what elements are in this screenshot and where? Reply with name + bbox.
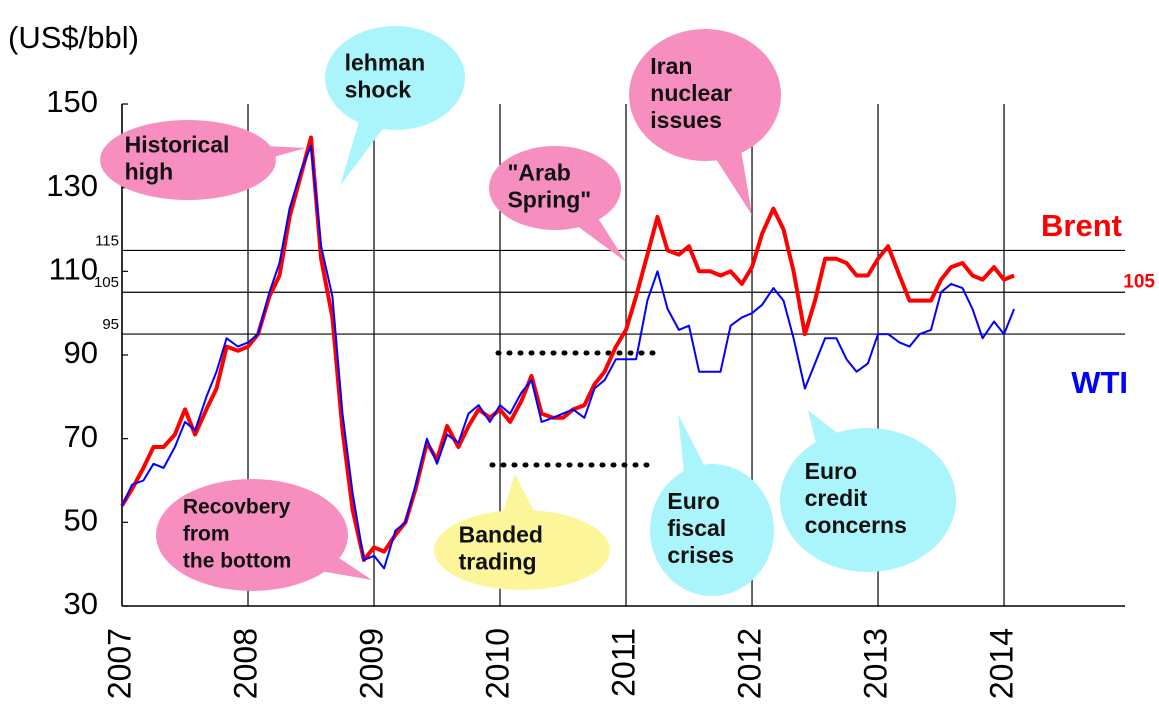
y-tick-label: 110: [49, 252, 98, 287]
reference-right-label: 105: [1123, 271, 1155, 292]
callout-bubble: [650, 464, 774, 596]
series-line: [121, 144, 1016, 570]
x-tick-label: 2009: [353, 628, 389, 699]
callout-bubble: [100, 120, 276, 200]
callout-text: the bottom: [183, 550, 291, 573]
y-tick-label: 70: [64, 419, 98, 454]
callout-text: Recovbery: [183, 496, 291, 519]
callout-text: Euro: [667, 488, 719, 514]
series-label: Brent: [1041, 208, 1122, 243]
y-tick-label: 30: [64, 586, 98, 621]
series-label: WTI: [1071, 365, 1128, 400]
y-axis-label: (US$/bbl): [8, 20, 139, 55]
y-tick-label: 150: [46, 84, 98, 119]
y-tick-label: 130: [46, 168, 98, 203]
callout-text: concerns: [805, 512, 907, 538]
callout-text: from: [183, 523, 230, 546]
reference-label: 115: [95, 232, 119, 249]
callout-text: Historical: [125, 132, 230, 158]
callout-text: Banded: [459, 522, 543, 548]
callout-text: trading: [459, 549, 537, 575]
series-line: [120, 135, 1015, 562]
callout-text: Euro: [805, 458, 857, 484]
callout-bubble: [434, 510, 610, 590]
callout-bubble: [156, 479, 348, 591]
y-tick-label: 50: [64, 503, 98, 538]
callout-text: Iran: [650, 53, 692, 79]
callout-tail: [499, 474, 539, 522]
x-tick-label: 2007: [101, 628, 137, 699]
callout: Recovbery from the bottom: [156, 479, 372, 591]
callout-bubble: [780, 428, 956, 572]
x-tick-label: 2012: [731, 628, 767, 699]
callout-text: Spring": [507, 187, 591, 213]
y-tick-label: 90: [64, 335, 98, 370]
reference-label: 95: [102, 316, 119, 333]
callout-text: credit: [805, 485, 868, 511]
x-tick-label: 2011: [605, 628, 641, 697]
callout-bubble: [325, 26, 465, 130]
callout-text: lehman: [345, 50, 426, 76]
callout-text: crises: [667, 542, 734, 568]
x-tick-label: 2014: [983, 628, 1019, 699]
callout-text: issues: [650, 107, 722, 133]
callout-text: high: [125, 159, 174, 185]
callout-text: nuclear: [650, 80, 732, 106]
callout-bubble: [489, 146, 621, 230]
x-tick-label: 2008: [227, 628, 263, 699]
callout-text: shock: [345, 77, 412, 103]
x-tick-label: 2013: [857, 628, 893, 699]
callout-text: "Arab: [507, 160, 570, 186]
callout-text: fiscal: [667, 515, 726, 541]
reference-label: 105: [94, 274, 119, 291]
callout-bubble: [629, 29, 781, 161]
x-tick-label: 2010: [479, 628, 515, 699]
